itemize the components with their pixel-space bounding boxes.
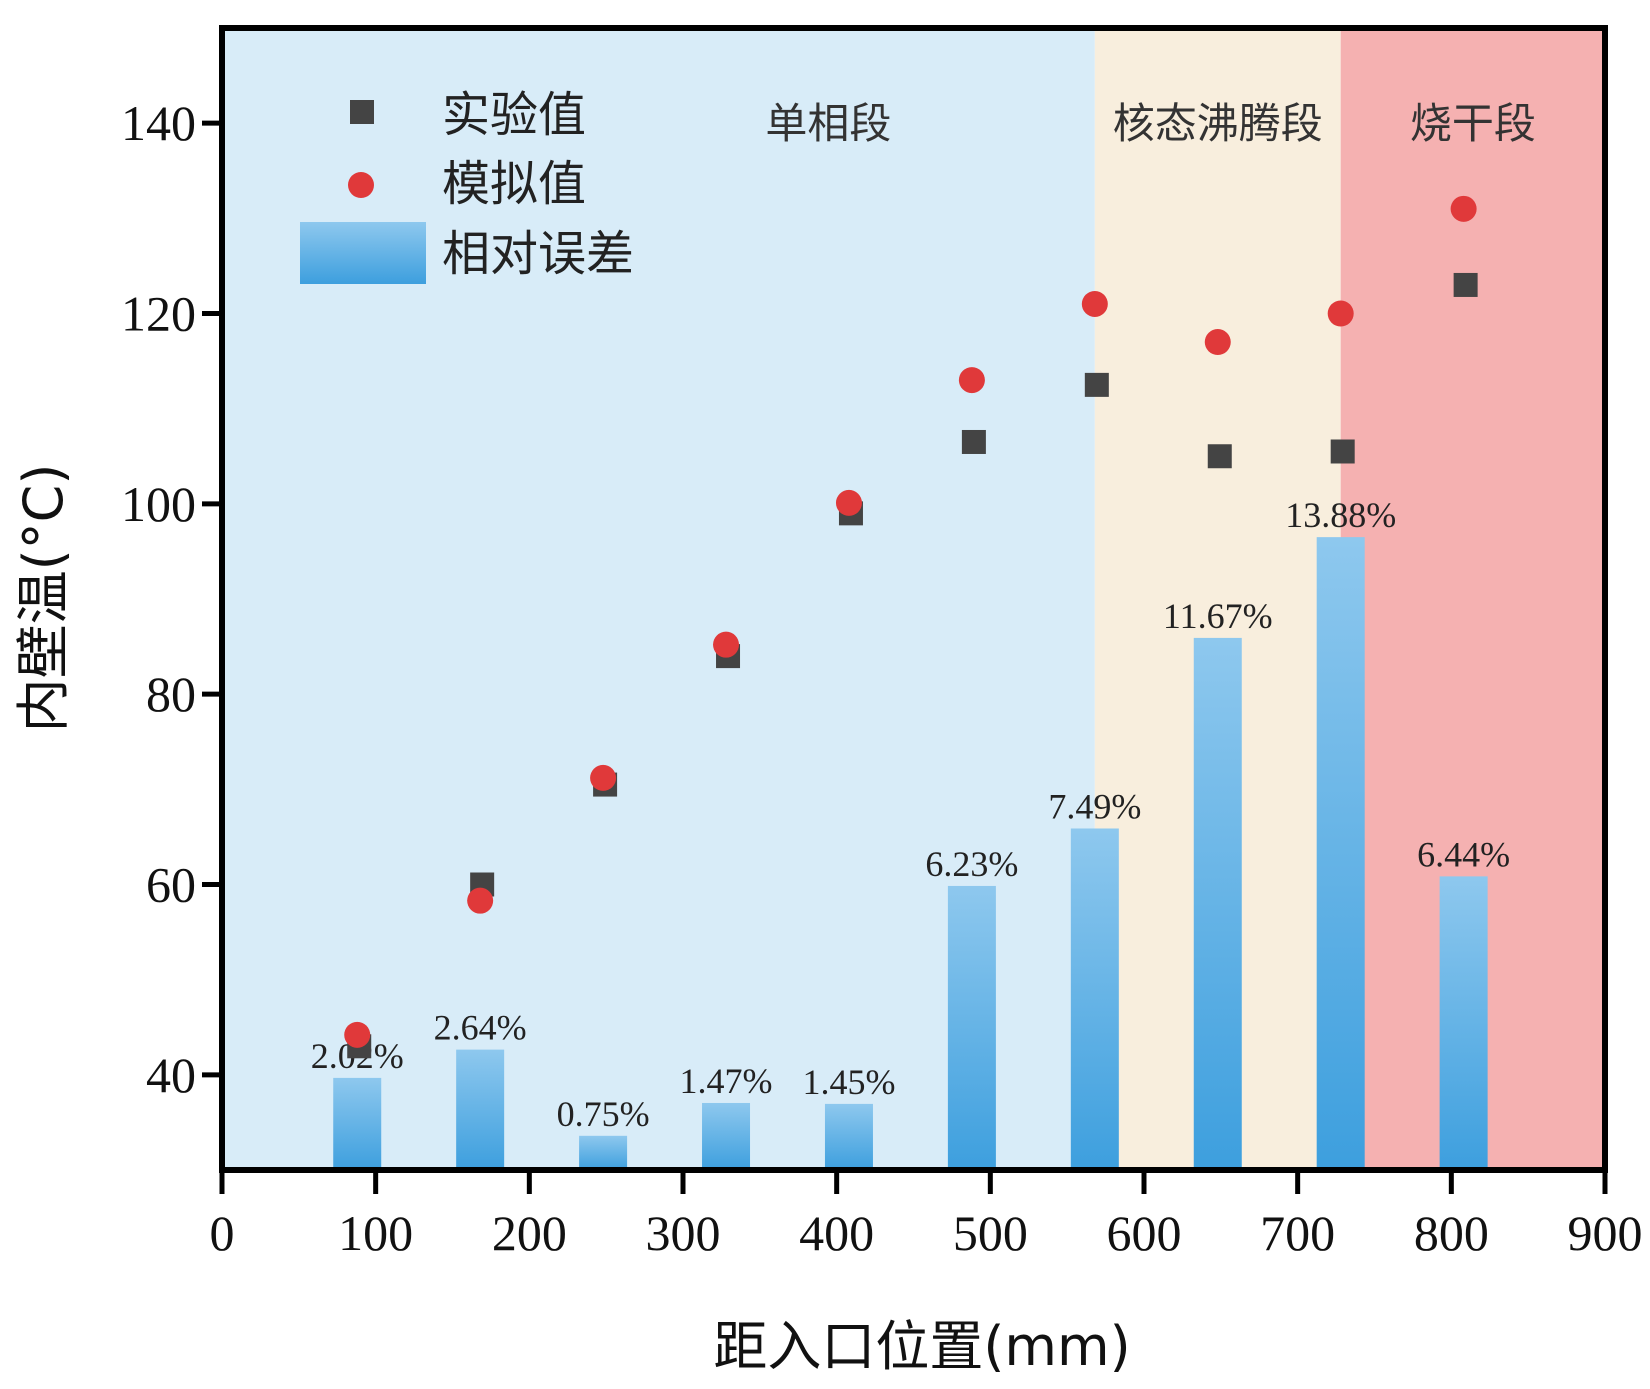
error-bar-2 bbox=[579, 1135, 628, 1170]
error-bar-label-7: 11.67% bbox=[1163, 596, 1273, 636]
error-bar-3 bbox=[702, 1102, 751, 1170]
y-tick-label-40: 40 bbox=[146, 1047, 196, 1103]
error-bar-6 bbox=[1070, 828, 1119, 1170]
x-tick-label-700: 700 bbox=[1260, 1205, 1335, 1261]
region-label-0: 单相段 bbox=[765, 99, 891, 148]
x-tick-label-800: 800 bbox=[1414, 1205, 1489, 1261]
x-tick-label-200: 200 bbox=[492, 1205, 567, 1261]
error-bar-label-5: 6.23% bbox=[925, 844, 1018, 884]
sim-point-1 bbox=[467, 887, 494, 914]
y-tick-label-120: 120 bbox=[121, 286, 196, 342]
error-bar-4 bbox=[824, 1103, 873, 1170]
error-bars bbox=[333, 537, 1488, 1170]
error-bar-label-2: 0.75% bbox=[557, 1094, 650, 1134]
y-axis-ticks: 40 60 80 100 120 140 bbox=[121, 95, 222, 1103]
y-tick-label-80: 80 bbox=[146, 666, 196, 722]
error-bar-8 bbox=[1316, 537, 1365, 1170]
error-bar-0 bbox=[333, 1077, 382, 1170]
sim-point-9 bbox=[1450, 195, 1477, 222]
exp-point-7 bbox=[1207, 444, 1232, 469]
error-bar-labels: 2.02%2.64%0.75%1.47%1.45%6.23%7.49%11.67… bbox=[311, 495, 1510, 1134]
plot-frame bbox=[219, 25, 1608, 1173]
error-bar-7 bbox=[1193, 637, 1242, 1170]
sim-point-3 bbox=[713, 631, 740, 658]
region-labels: 单相段 核态沸腾段 烧干段 bbox=[765, 99, 1535, 148]
error-bar-5 bbox=[947, 885, 996, 1170]
sim-point-2 bbox=[590, 764, 617, 791]
legend-marker-experimental bbox=[350, 100, 374, 124]
error-bar-9 bbox=[1439, 876, 1488, 1170]
x-tick-label-400: 400 bbox=[799, 1205, 874, 1261]
sim-point-7 bbox=[1204, 329, 1231, 356]
x-tick-label-0: 0 bbox=[210, 1205, 235, 1261]
exp-point-8 bbox=[1330, 439, 1355, 464]
sim-point-0 bbox=[344, 1021, 371, 1048]
x-tick-label-300: 300 bbox=[646, 1205, 721, 1261]
legend-marker-relative-error bbox=[300, 222, 426, 284]
x-axis-title: 距入口位置(mm) bbox=[713, 1315, 1130, 1378]
sim-point-4 bbox=[835, 489, 862, 516]
x-tick-label-600: 600 bbox=[1107, 1205, 1182, 1261]
y-tick-label-100: 100 bbox=[121, 476, 196, 532]
sim-point-8 bbox=[1327, 300, 1354, 327]
region-label-2: 烧干段 bbox=[1410, 99, 1536, 148]
simulated-points bbox=[344, 195, 1477, 1048]
legend-label-experimental: 实验值 bbox=[442, 87, 586, 143]
region-backgrounds bbox=[222, 28, 1605, 1170]
region-label-1: 核态沸腾段 bbox=[1113, 99, 1323, 148]
y-tick-label-60: 60 bbox=[146, 857, 196, 913]
error-bar-label-6: 7.49% bbox=[1048, 786, 1141, 826]
y-tick-label-140: 140 bbox=[121, 95, 196, 151]
legend-label-simulated: 模拟值 bbox=[442, 156, 586, 212]
x-tick-label-500: 500 bbox=[953, 1205, 1028, 1261]
error-bar-label-8: 13.88% bbox=[1285, 495, 1396, 535]
error-bar-label-3: 1.47% bbox=[680, 1061, 773, 1101]
x-tick-label-900: 900 bbox=[1568, 1205, 1643, 1261]
sim-point-5 bbox=[958, 367, 985, 394]
legend-marker-simulated bbox=[348, 172, 374, 198]
legend: 实验值 模拟值 相对误差 bbox=[300, 87, 634, 284]
error-bar-label-9: 6.44% bbox=[1417, 834, 1510, 874]
sim-point-6 bbox=[1081, 290, 1108, 317]
error-bar-1 bbox=[456, 1049, 505, 1170]
exp-point-9 bbox=[1453, 272, 1478, 297]
error-bar-label-4: 1.45% bbox=[802, 1062, 895, 1102]
y-axis-title: 内壁温(°C) bbox=[12, 464, 75, 733]
exp-point-6 bbox=[1084, 372, 1109, 397]
error-bar-label-1: 2.64% bbox=[434, 1008, 527, 1048]
legend-label-relative-error: 相对误差 bbox=[442, 226, 634, 282]
exp-point-5 bbox=[961, 429, 986, 454]
x-tick-label-100: 100 bbox=[338, 1205, 413, 1261]
x-axis-ticks: 0 100 200 300 400 500 600 700 800 900 bbox=[210, 1170, 1643, 1261]
